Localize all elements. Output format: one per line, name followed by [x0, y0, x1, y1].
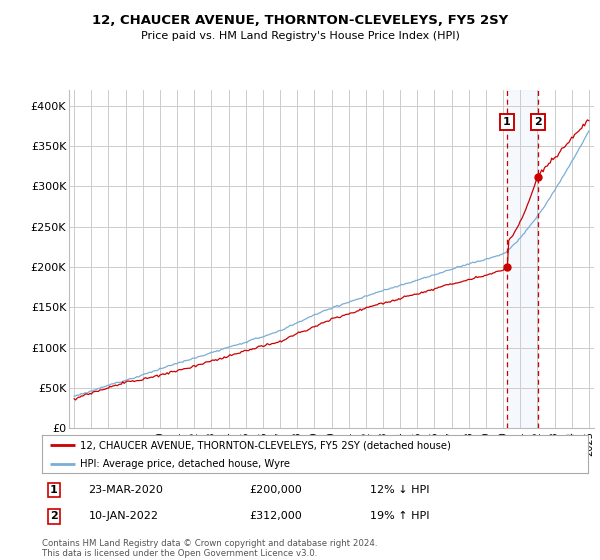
Text: 12% ↓ HPI: 12% ↓ HPI: [370, 485, 429, 495]
Text: 12, CHAUCER AVENUE, THORNTON-CLEVELEYS, FY5 2SY: 12, CHAUCER AVENUE, THORNTON-CLEVELEYS, …: [92, 14, 508, 27]
Bar: [507, 90, 538, 428]
Text: Contains HM Land Registry data © Crown copyright and database right 2024.
This d: Contains HM Land Registry data © Crown c…: [42, 539, 377, 558]
Text: Price paid vs. HM Land Registry's House Price Index (HPI): Price paid vs. HM Land Registry's House …: [140, 31, 460, 41]
Text: 12, CHAUCER AVENUE, THORNTON-CLEVELEYS, FY5 2SY (detached house): 12, CHAUCER AVENUE, THORNTON-CLEVELEYS, …: [80, 440, 451, 450]
Text: 23-MAR-2020: 23-MAR-2020: [88, 485, 163, 495]
Text: £312,000: £312,000: [250, 511, 302, 521]
Text: 1: 1: [50, 485, 58, 495]
Text: 19% ↑ HPI: 19% ↑ HPI: [370, 511, 429, 521]
Text: HPI: Average price, detached house, Wyre: HPI: Average price, detached house, Wyre: [80, 459, 290, 469]
Text: £200,000: £200,000: [250, 485, 302, 495]
Text: 1: 1: [503, 117, 511, 127]
Text: 2: 2: [534, 117, 542, 127]
Text: 2: 2: [50, 511, 58, 521]
Text: 10-JAN-2022: 10-JAN-2022: [88, 511, 158, 521]
